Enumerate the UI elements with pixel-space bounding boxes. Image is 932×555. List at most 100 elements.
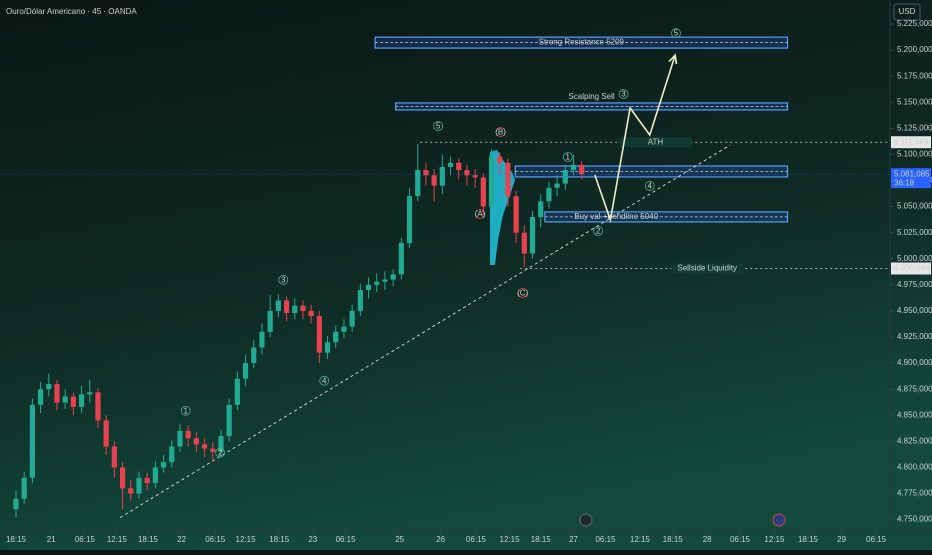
x-tick-label: 06:15 — [336, 535, 357, 544]
wave-marker — [319, 375, 330, 386]
wave-marker — [278, 274, 289, 285]
candle-body — [431, 175, 437, 186]
candle-body — [316, 316, 322, 353]
wave-label: 3 — [621, 90, 626, 99]
candle-body — [349, 310, 355, 327]
candle-body — [464, 170, 470, 176]
candle-body — [382, 279, 388, 282]
candle-body — [562, 170, 568, 184]
candle-body — [62, 396, 68, 403]
event-icon — [772, 513, 786, 527]
candle-body — [144, 477, 150, 484]
candle-body — [488, 156, 495, 207]
y-tick-label: 5.000,000 — [897, 254, 932, 263]
candle-body — [152, 467, 158, 484]
candle-body — [283, 300, 290, 313]
candle-body — [546, 187, 552, 202]
x-tick-label: 28 — [703, 535, 712, 544]
candle-body — [136, 477, 142, 494]
candle-body — [37, 389, 44, 405]
y-tick-label: 4.950,000 — [897, 306, 932, 315]
x-tick-label: 12:15 — [630, 535, 651, 544]
wave-label: 2 — [596, 226, 601, 235]
candle-body — [95, 392, 101, 421]
projection — [594, 54, 676, 224]
candle-body — [308, 310, 314, 317]
candle-body — [251, 347, 257, 364]
y-tick-label: 5.050,000 — [897, 202, 932, 211]
candle-body — [267, 310, 273, 332]
x-tick-label: 18:15 — [663, 535, 684, 544]
y-tick-label: 4.975,000 — [897, 280, 932, 289]
last-price-label: 5.081,085 — [894, 169, 930, 178]
candle-body — [472, 175, 478, 178]
candle-body — [111, 446, 117, 468]
candle-body — [292, 305, 298, 313]
y-tick-label: 4.775,000 — [897, 489, 932, 498]
wave-marker — [215, 447, 226, 458]
candle-body — [226, 404, 232, 437]
x-tick-label: 06:15 — [595, 535, 616, 544]
wave-marker — [593, 225, 604, 236]
x-tick-label: 06:15 — [730, 535, 751, 544]
candle-body — [324, 342, 331, 353]
candle-body — [513, 196, 519, 233]
x-tick-label: 12:15 — [764, 535, 785, 544]
wave-marker — [180, 405, 191, 416]
wave-label: (A) — [475, 210, 486, 219]
x-tick-label: 27 — [569, 535, 578, 544]
wave-label: 4 — [322, 376, 327, 385]
candle-body — [554, 183, 560, 188]
candle-body — [87, 392, 93, 395]
zone-label: Strong Resistance 5209 — [539, 38, 625, 47]
wave-label: 3 — [281, 275, 286, 284]
wave-label: 5 — [436, 122, 441, 131]
candle-body — [185, 430, 191, 439]
candle-body — [447, 162, 454, 167]
plot: Strong Resistance 5209 Scalping Sell Buy v… — [0, 28, 890, 518]
x-tick-label: 26 — [436, 535, 445, 544]
level-label: Sellside Liquidity — [677, 264, 737, 273]
x-tick-label: 23 — [308, 535, 317, 544]
candle-body — [521, 232, 527, 254]
candle-body — [78, 394, 85, 407]
x-tick-label: 06:15 — [205, 535, 226, 544]
candle-body — [21, 477, 27, 499]
candle-body — [415, 170, 421, 197]
x-tick-label: 18:15 — [798, 535, 819, 544]
x-tick-label: 18:15 — [138, 535, 159, 544]
candle-body — [234, 378, 240, 405]
x-tick-label: 29 — [837, 535, 846, 544]
chart-title: Ouro/Dólar Americano · 45 · OANDA — [6, 7, 137, 16]
y-tick-label: 5.025,000 — [897, 228, 932, 237]
candle-body — [390, 274, 396, 280]
projection-arrowhead — [668, 53, 678, 65]
wave-label: 1 — [566, 153, 571, 162]
level-label: ATH — [648, 137, 664, 146]
last-price-tag — [891, 168, 931, 189]
candle-body — [46, 383, 52, 390]
wave-label: 4 — [648, 182, 653, 191]
candle-body — [218, 436, 224, 452]
wave-marker — [562, 152, 573, 162]
y-tick-label: 5.125,000 — [897, 123, 932, 132]
candle-body — [406, 196, 413, 244]
x-tick-label: 06:15 — [866, 535, 887, 544]
y-tick-label: 4.900,000 — [897, 358, 932, 367]
y-tick-label: 4.750,000 — [897, 515, 932, 524]
zone-label: Buy val +trendline 5040 — [574, 212, 658, 221]
candle-body — [177, 430, 183, 447]
candle-body — [423, 170, 429, 176]
candle-body — [333, 331, 339, 343]
price-tag-label: 4.990,644 — [894, 264, 930, 273]
candle-body — [128, 488, 134, 494]
candle-body — [300, 305, 306, 311]
wave-marker — [517, 287, 528, 298]
candle-body — [439, 166, 445, 186]
wave-label: (B) — [495, 128, 506, 137]
candle-body — [579, 164, 585, 175]
x-tick-label: 12:15 — [500, 535, 521, 544]
candle-body — [480, 177, 486, 207]
price-tag — [891, 136, 931, 149]
